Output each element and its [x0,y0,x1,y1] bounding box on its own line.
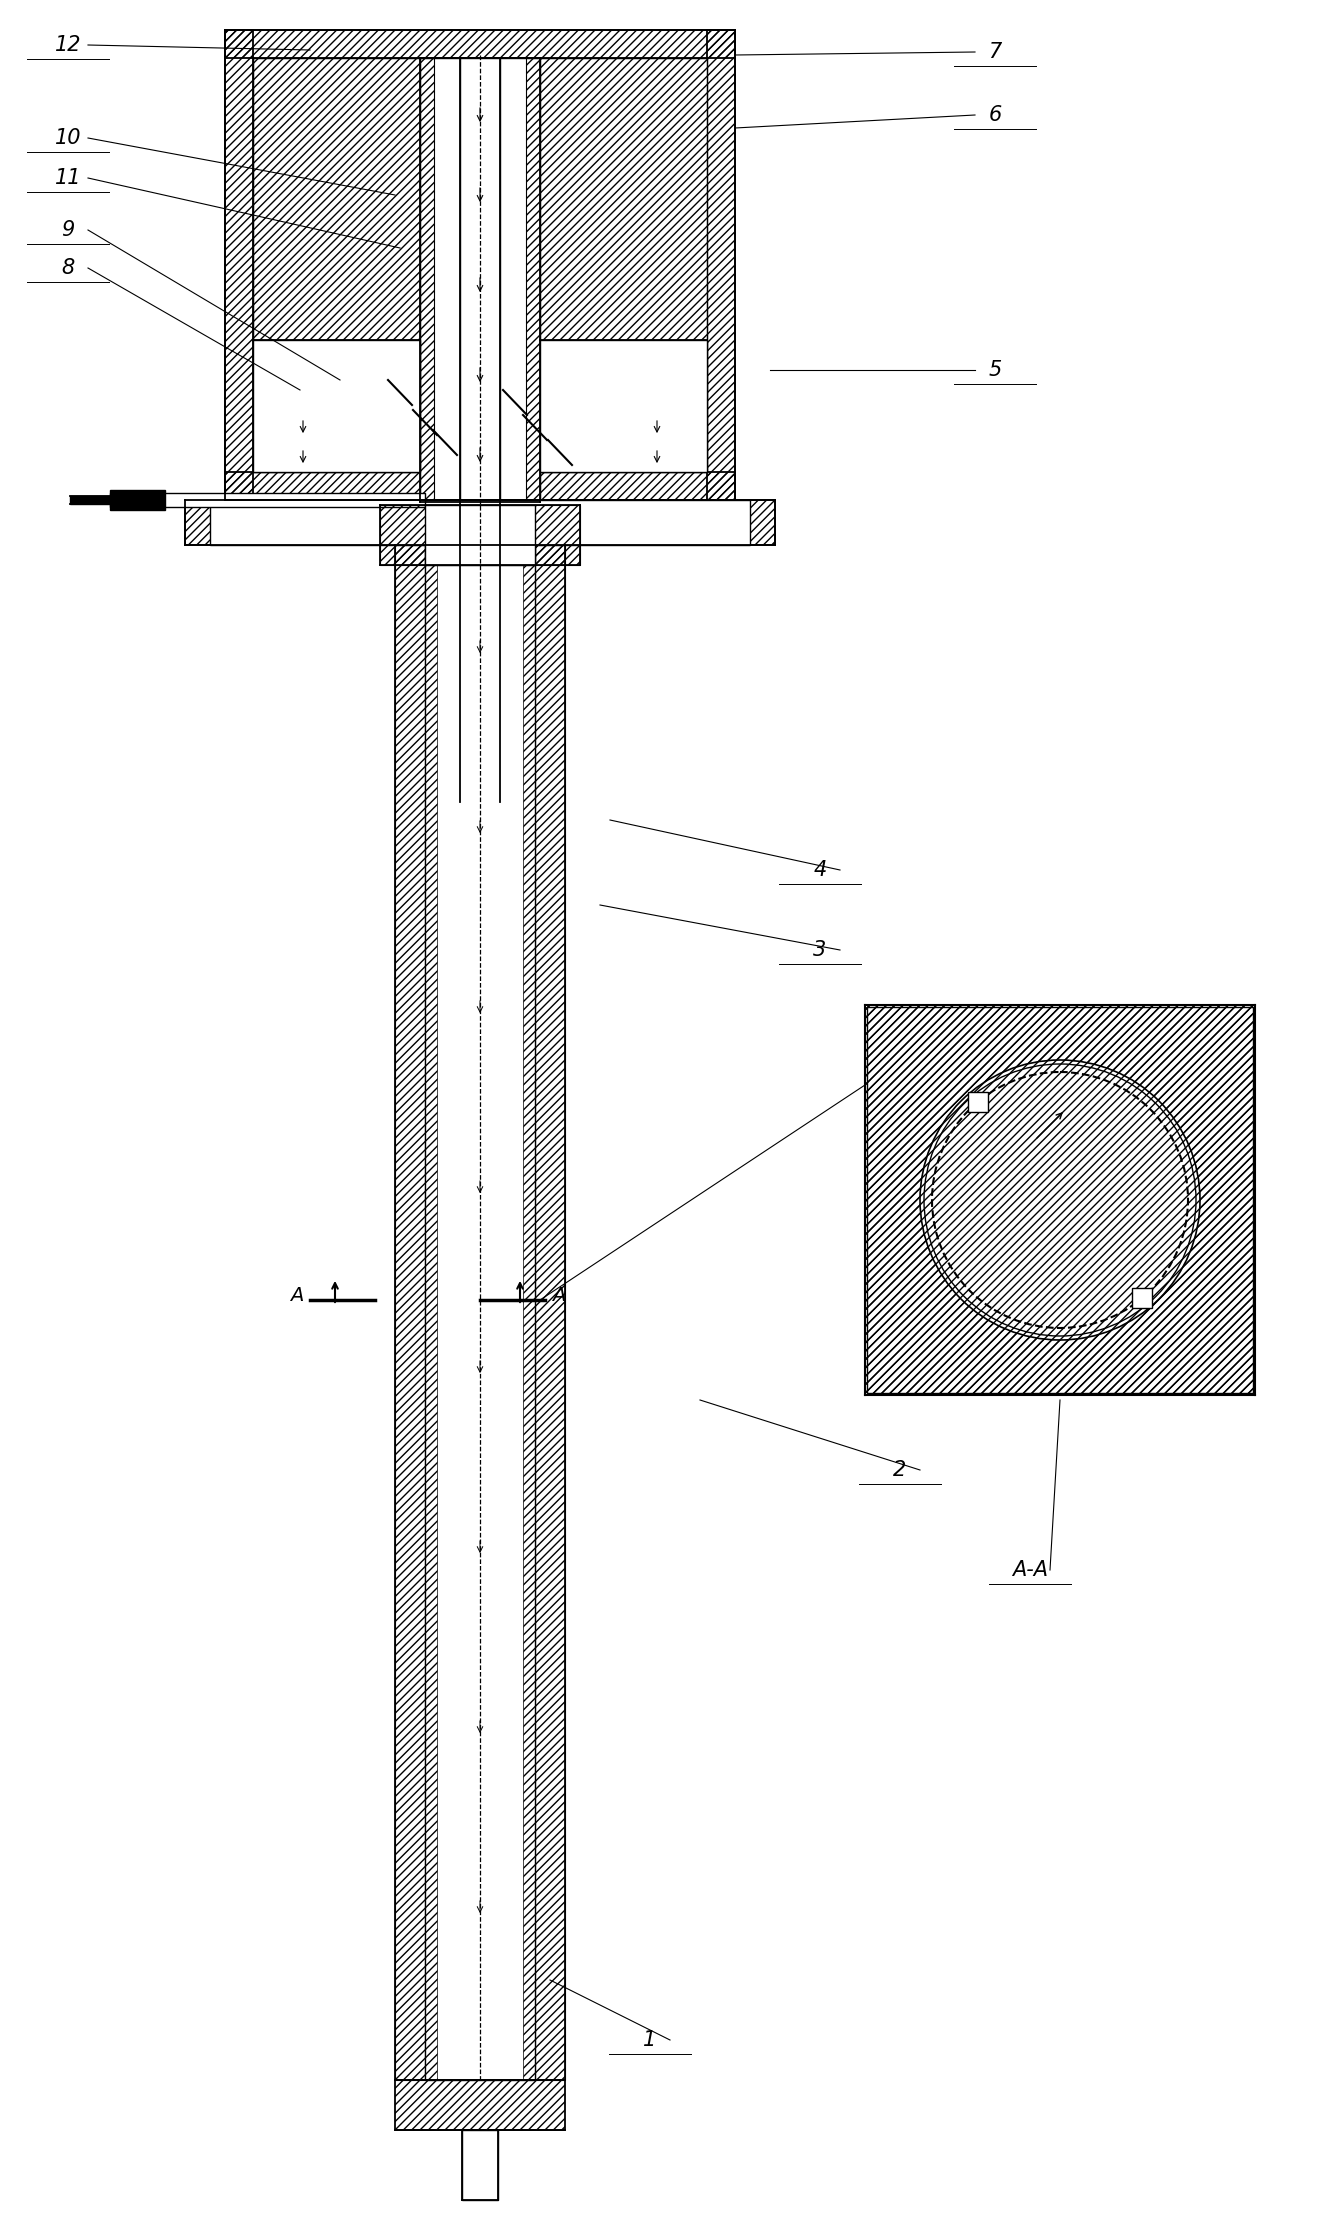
Text: A: A [289,1285,303,1305]
Bar [211,500,750,545]
Text: 3: 3 [813,941,826,961]
Text: 7: 7 [988,42,1001,62]
Text: 4: 4 [813,861,826,881]
Text: 10: 10 [55,129,81,149]
Bar [425,545,437,2079]
Bar [253,58,706,471]
Bar [968,1092,988,1112]
Bar [523,545,535,2079]
Bar [865,1005,1254,1394]
Bar [225,29,253,500]
Text: 8: 8 [61,258,75,278]
Bar [866,1007,1253,1392]
Bar [527,58,540,503]
Bar [253,340,420,471]
Text: 9: 9 [61,220,75,240]
Text: 5: 5 [988,360,1001,380]
Bar [225,471,734,500]
Bar [420,58,540,503]
Bar [1132,1288,1152,1308]
Bar [395,2079,565,2131]
Bar [706,29,734,500]
Text: 11: 11 [55,169,81,189]
Bar [425,545,535,2079]
Bar [225,29,734,58]
Bar [253,58,706,471]
Bar [463,2131,499,2200]
Bar [865,1005,1254,1394]
Bar [540,340,706,471]
Bar [420,58,435,503]
Bar [535,545,565,2079]
Bar [380,505,580,565]
Bar [460,58,500,803]
Text: 6: 6 [988,105,1001,125]
Text: 12: 12 [55,36,81,56]
Circle shape [920,1061,1200,1341]
Bar [425,505,535,565]
Text: A-A: A-A [1012,1559,1048,1579]
Bar [111,494,425,507]
Bar [185,500,774,545]
Bar [865,1005,1254,1394]
Text: 1: 1 [644,2031,657,2051]
Text: 2: 2 [893,1459,906,1479]
Bar [395,545,425,2079]
Bar [71,496,111,505]
Text: A: A [552,1285,565,1305]
Bar [111,489,165,509]
